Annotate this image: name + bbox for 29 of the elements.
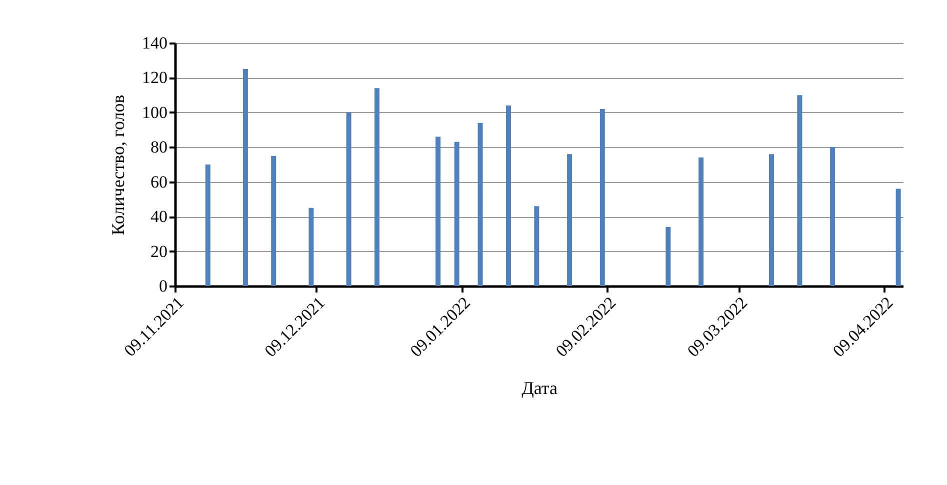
bar [797, 95, 802, 286]
bar [666, 226, 671, 286]
bar [768, 154, 774, 286]
bar [308, 208, 314, 286]
bar [896, 188, 901, 286]
bar [242, 69, 248, 286]
bar [567, 154, 572, 286]
bar [600, 108, 605, 286]
y-tick-label: 120 [142, 68, 168, 88]
bar [454, 142, 460, 286]
y-tick-label: 20 [150, 242, 168, 261]
y-tick-label: 60 [150, 172, 168, 192]
y-axis-title: Количество, голов [108, 94, 128, 236]
bar [205, 164, 210, 286]
bar [698, 158, 704, 286]
bar [436, 136, 441, 286]
bar [271, 156, 276, 286]
bar [534, 206, 540, 286]
x-axis-title: Дата [522, 378, 558, 398]
bar [346, 112, 352, 286]
y-tick-label: 80 [150, 138, 168, 157]
bar [830, 147, 836, 286]
bar [506, 105, 511, 286]
y-tick-label: 0 [159, 276, 168, 296]
y-tick-label: 40 [150, 207, 168, 226]
bar [374, 88, 380, 286]
y-tick-label: 140 [142, 34, 168, 52]
y-tick-label: 100 [142, 102, 168, 122]
bar [478, 122, 483, 286]
